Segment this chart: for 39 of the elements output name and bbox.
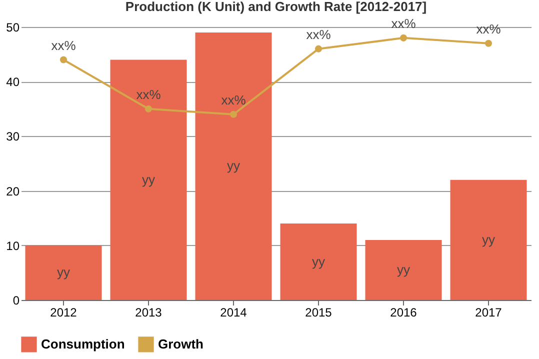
data-label: xx% [391,16,416,31]
y-tick-label: 50 [6,20,20,34]
x-tick-label: 2015 [305,306,332,320]
x-tick-label: 2012 [50,306,78,320]
bar [280,224,357,300]
x-tick-label: 2016 [390,306,418,320]
data-label: xx% [306,26,332,42]
point [230,110,238,118]
legend-label: Consumption [41,336,125,352]
bar [365,240,442,300]
data-label: xx% [136,86,162,102]
point [60,56,68,64]
x-tick-label: 2014 [220,306,248,320]
data-label: yy [397,262,410,277]
point [484,40,492,47]
data-label: xx% [221,92,246,108]
y-tick-label: 20 [6,184,20,198]
x-tick-label: 2017 [475,306,502,320]
data-label: yy [227,158,240,174]
data-label: yy [482,232,496,247]
point [144,105,152,112]
data-label: yy [312,254,326,269]
point [400,34,408,42]
data-label: yy [57,264,70,280]
y-tick-label: 40 [6,75,20,90]
data-label: xx% [476,21,502,36]
bar [110,60,187,300]
point [314,45,322,52]
chart-title: Production (K Unit) and Growth Rate [2012-2017] [125,0,427,14]
data-label: xx% [51,38,76,53]
data-label: yy [142,172,156,187]
legend-label: Growth [158,336,204,352]
y-tick-label: 30 [6,130,20,144]
bar [195,32,272,300]
y-tick-label: 10 [6,238,20,253]
bar [25,245,102,300]
y-tick-label: 0 [12,294,20,308]
bar [450,180,527,300]
x-tick-label: 2013 [135,306,162,320]
